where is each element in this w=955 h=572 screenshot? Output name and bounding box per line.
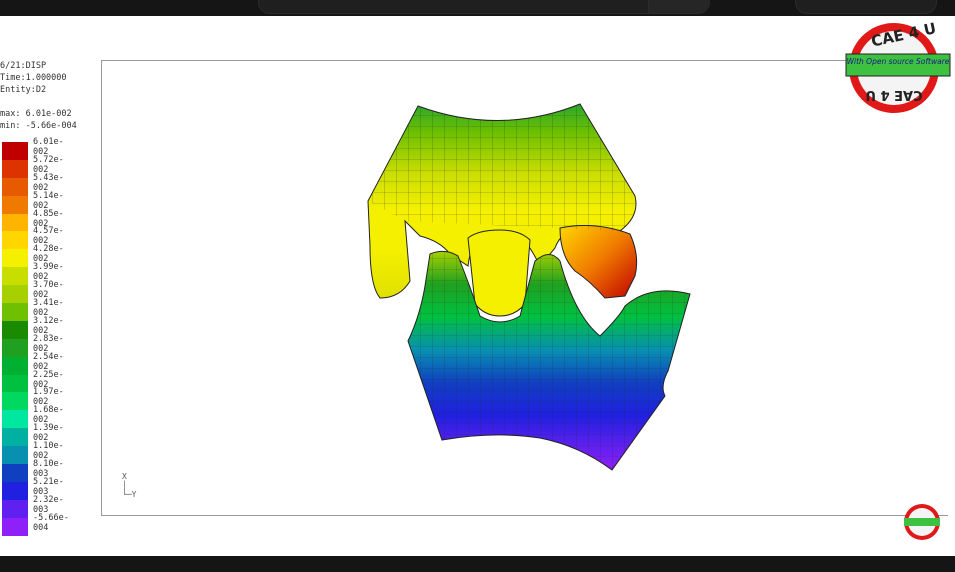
legend-swatch	[2, 231, 28, 250]
legend-swatch	[2, 338, 28, 357]
axis-x-label: X	[122, 472, 127, 481]
legend-label: 5.14e-002	[33, 190, 64, 211]
legend-swatch	[2, 320, 28, 339]
legend-label: 3.12e-002	[33, 315, 64, 336]
video-frame[interactable]: 6/21:DISP Time:1.000000 Entity:D2 max: 6…	[0, 16, 955, 556]
legend-label: 3.41e-002	[33, 298, 64, 319]
cae4u-logo: CAE 4 U With Open source Software CAE 4 …	[845, 19, 951, 113]
legend-swatch	[2, 303, 28, 321]
legend-label: 1.68e-002	[33, 405, 64, 426]
legend-swatch	[2, 392, 28, 411]
legend-label: -5.66e-004	[33, 512, 69, 533]
header-line-1: 6/21:DISP	[0, 61, 47, 71]
legend-label: 2.32e-003	[33, 494, 64, 515]
legend-swatch	[2, 517, 28, 536]
header-line-3: Entity:D2	[0, 85, 47, 95]
axis-triad: X │ └─Y	[122, 472, 137, 499]
max-label: max: 6.01e-002	[0, 109, 72, 119]
legend-swatch	[2, 285, 28, 304]
player-bottom-bar	[0, 556, 955, 572]
legend-swatch	[2, 446, 28, 465]
axis-y-label: Y	[131, 490, 137, 499]
legend-label: 4.57e-002	[33, 226, 64, 247]
legend-label: 3.99e-002	[33, 262, 64, 283]
legend-swatch	[2, 499, 28, 518]
account-button[interactable]	[795, 0, 937, 14]
browser-top-bar	[0, 0, 955, 16]
legend-swatch	[2, 267, 28, 286]
lower-gear	[407, 250, 691, 471]
legend-label: 5.43e-002	[33, 172, 64, 193]
legend-swatch	[2, 213, 28, 232]
legend-label: 1.10e-002	[33, 441, 64, 462]
viewport-border	[101, 60, 948, 516]
legend-label: 2.54e-002	[33, 351, 64, 372]
legend-label: 2.83e-002	[33, 333, 64, 354]
header-line-2: Time:1.000000	[0, 73, 67, 83]
legend-label: 2.25e-002	[33, 369, 64, 390]
legend-swatch	[2, 159, 28, 178]
address-bar[interactable]	[258, 0, 710, 14]
legend-label: 1.39e-002	[33, 423, 64, 444]
search-button[interactable]	[648, 0, 709, 13]
cae4u-watermark	[904, 504, 940, 540]
legend-swatch	[2, 177, 28, 196]
legend-label: 6.01e-002	[33, 137, 64, 157]
legend-swatch	[2, 428, 28, 447]
legend-swatch	[2, 249, 28, 268]
legend-swatch	[2, 464, 28, 482]
logo-band-text: With Open source Software	[847, 57, 950, 66]
logo-bottom-text: CAE 4 U	[865, 87, 922, 102]
legend-swatch	[2, 481, 28, 500]
legend-label: 3.70e-002	[33, 280, 64, 301]
upper-gear	[367, 103, 638, 317]
legend-swatch	[2, 142, 28, 160]
legend-swatch	[2, 374, 28, 393]
result-header: 6/21:DISP Time:1.000000 Entity:D2 max: 6…	[0, 60, 77, 132]
legend-swatch	[2, 410, 28, 429]
legend-swatch	[2, 195, 28, 214]
legend-label: 4.85e-002	[33, 208, 64, 229]
legend-label: 8.10e-003	[33, 459, 64, 480]
legend-label: 5.21e-003	[33, 476, 64, 497]
legend-label: 1.97e-002	[33, 387, 64, 408]
legend-label: 4.28e-002	[33, 244, 64, 265]
fea-model	[367, 103, 691, 471]
min-label: min: -5.66e-004	[0, 121, 77, 131]
legend-swatch	[2, 356, 28, 375]
legend-label: 5.72e-002	[33, 154, 64, 175]
